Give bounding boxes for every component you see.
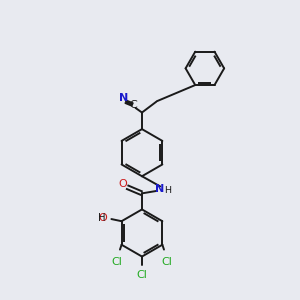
Text: Cl: Cl [136,270,147,280]
Text: O: O [98,213,107,223]
Text: Cl: Cl [112,257,123,267]
Text: H: H [164,186,171,195]
Text: N: N [155,184,164,194]
Text: C: C [129,100,137,110]
Text: Cl: Cl [161,257,172,267]
Text: H: H [98,213,106,223]
Text: N: N [119,93,128,103]
Text: O: O [119,179,128,189]
